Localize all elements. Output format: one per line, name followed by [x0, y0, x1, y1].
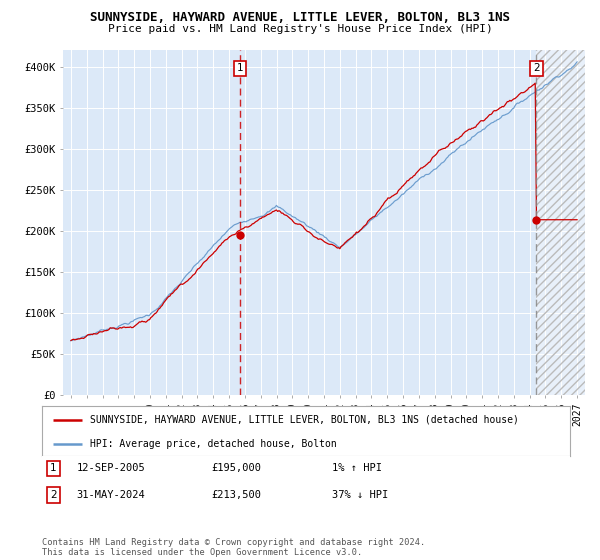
Text: 31-MAY-2024: 31-MAY-2024 — [76, 489, 145, 500]
Text: Contains HM Land Registry data © Crown copyright and database right 2024.
This d: Contains HM Land Registry data © Crown c… — [42, 538, 425, 557]
Text: 12-SEP-2005: 12-SEP-2005 — [76, 464, 145, 474]
Text: SUNNYSIDE, HAYWARD AVENUE, LITTLE LEVER, BOLTON, BL3 1NS (detached house): SUNNYSIDE, HAYWARD AVENUE, LITTLE LEVER,… — [89, 414, 518, 424]
Text: 1: 1 — [237, 63, 244, 73]
Text: Price paid vs. HM Land Registry's House Price Index (HPI): Price paid vs. HM Land Registry's House … — [107, 24, 493, 34]
Bar — [536, 50, 593, 395]
Bar — [536, 50, 593, 395]
Text: £213,500: £213,500 — [211, 489, 261, 500]
Text: HPI: Average price, detached house, Bolton: HPI: Average price, detached house, Bolt… — [89, 439, 336, 449]
Text: 2: 2 — [533, 63, 539, 73]
Text: £195,000: £195,000 — [211, 464, 261, 474]
Text: 1: 1 — [50, 464, 57, 474]
Text: 37% ↓ HPI: 37% ↓ HPI — [332, 489, 389, 500]
Text: SUNNYSIDE, HAYWARD AVENUE, LITTLE LEVER, BOLTON, BL3 1NS: SUNNYSIDE, HAYWARD AVENUE, LITTLE LEVER,… — [90, 11, 510, 24]
Text: 2: 2 — [50, 489, 57, 500]
Text: 1% ↑ HPI: 1% ↑ HPI — [332, 464, 382, 474]
